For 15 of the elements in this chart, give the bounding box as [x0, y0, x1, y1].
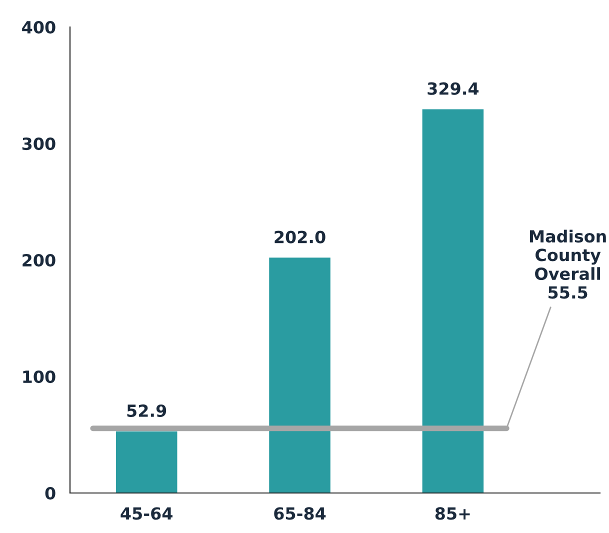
x-tick-label: 65-84	[274, 507, 326, 520]
data-label: 329.4	[428, 82, 479, 95]
y-tick-label: 400	[22, 20, 56, 34]
y-tick-label: 0	[45, 486, 56, 500]
bar	[422, 109, 484, 493]
y-tick-label: 100	[23, 370, 56, 384]
bar	[269, 258, 330, 493]
data-label: 52.9	[127, 404, 166, 418]
y-tick-label: 300	[22, 137, 56, 150]
y-tick-label: 200	[22, 254, 56, 267]
x-tick-label: 85+	[435, 507, 470, 520]
ref-line-label: Madison County Overall 55.5	[530, 230, 606, 299]
bar	[116, 431, 178, 493]
data-label: 202.0	[274, 230, 326, 244]
x-tick-label: 45-64	[120, 507, 172, 520]
